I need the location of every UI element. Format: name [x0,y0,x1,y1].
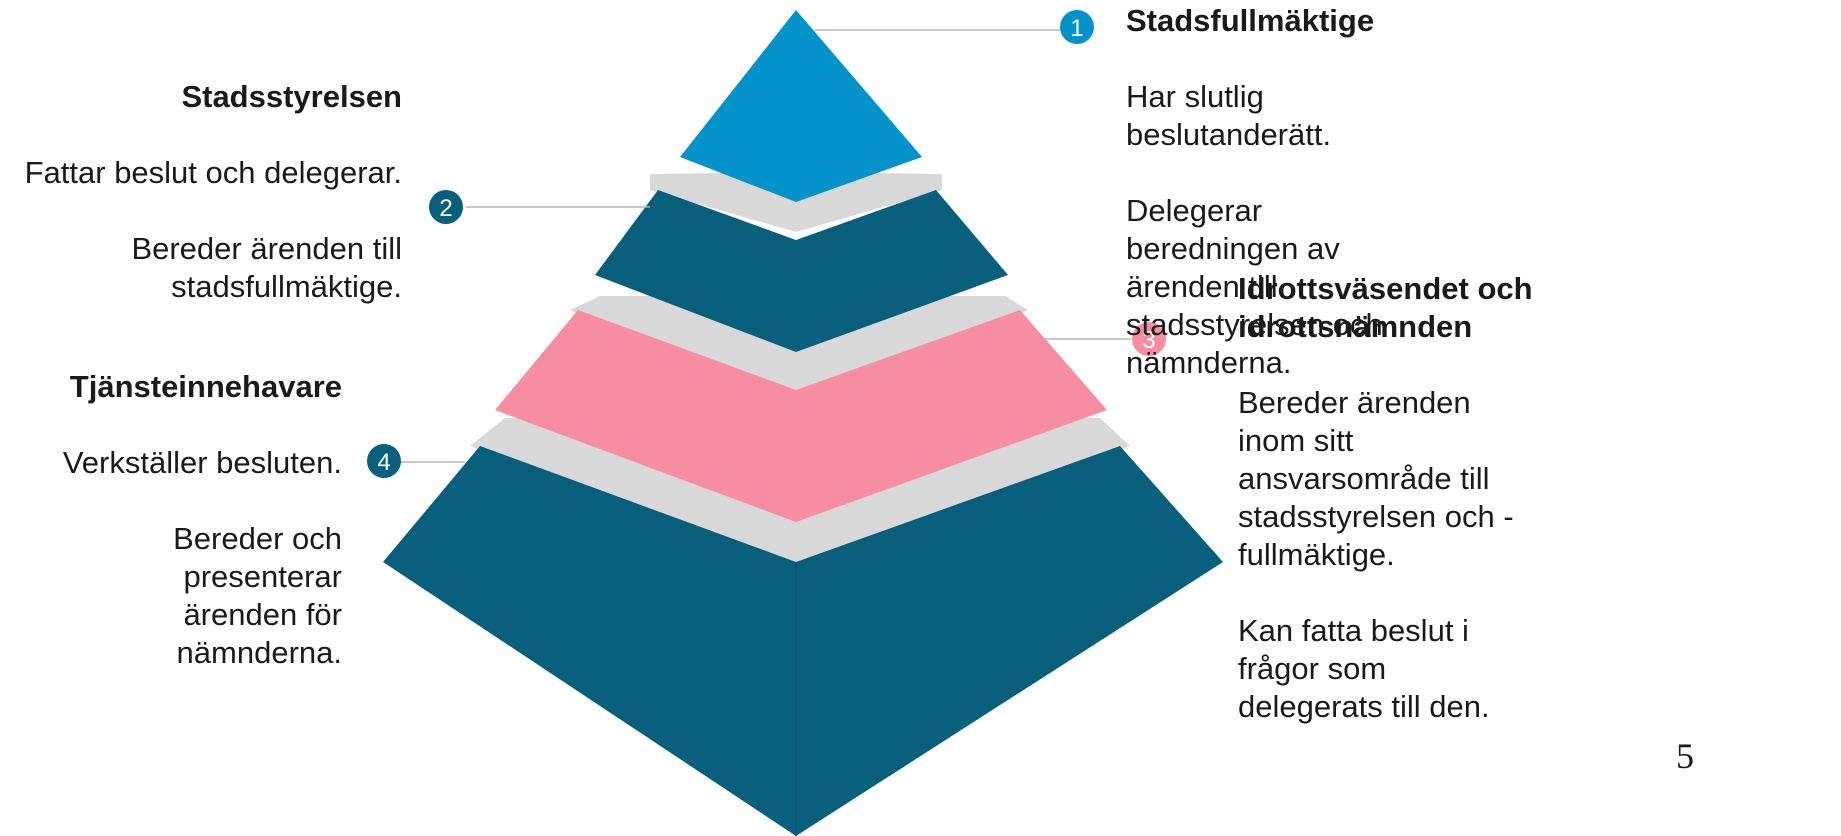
level-4-line-1: Verkställer besluten. [62,445,342,480]
badge-4-number: 4 [377,449,390,476]
badge-2: 2 [429,190,463,224]
level-3-title: Idrottsväsendet och idrottsnämnden [1238,271,1533,344]
level-1-text: Stadsfullmäktige Har slutlig beslutander… [1126,2,1386,382]
badge-3: 3 [1132,322,1166,356]
level-1-line-1: Har slutlig beslutanderätt. [1126,79,1332,152]
level-2-line-1: Fattar beslut och delegerar. [24,155,402,190]
level-3-line-1: Bereder ärenden inom sitt ansvarsområde … [1238,385,1514,572]
level-2-line-2: Bereder ärenden till stadsfullmäktige. [131,231,402,304]
page-number: 5 [1676,736,1694,776]
badge-4: 4 [367,444,401,478]
pyramid-level-4 [383,446,1223,836]
level-1-title: Stadsfullmäktige [1126,3,1375,38]
level-2-title: Stadsstyrelsen [181,79,402,114]
pyramid-level-2 [595,190,1008,352]
pyramid-level-3 [495,310,1107,522]
level-4-line-2: Bereder och presenterar ärenden för nämn… [173,521,342,670]
badge-3-number: 3 [1142,327,1155,354]
level-1-line-2: Delegerar beredningen av ärenden till st… [1126,193,1383,380]
level-3-text: Idrottsväsendet och idrottsnämnden Bered… [1238,270,1538,726]
badge-2-number: 2 [439,195,452,222]
level-4-title: Tjänsteinnehavare [69,369,342,404]
level-3-line-2: Kan fatta beslut i frågor som delegerats… [1238,613,1490,724]
pyramid-level-1 [680,10,922,202]
badge-1-number: 1 [1070,15,1083,42]
level-2-text: Stadsstyrelsen Fattar beslut och deleger… [10,78,402,306]
level-4-text: Tjänsteinnehavare Verkställer besluten. … [0,368,342,672]
badge-1: 1 [1060,10,1094,44]
